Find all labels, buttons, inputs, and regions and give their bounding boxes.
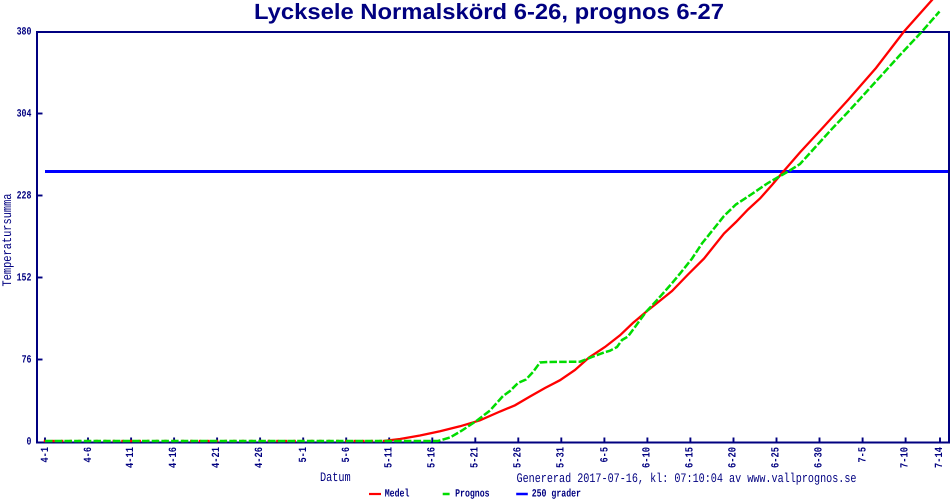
svg-text:304: 304	[17, 109, 32, 121]
svg-text:7-14: 7-14	[934, 447, 946, 468]
svg-text:6-25: 6-25	[771, 447, 783, 468]
svg-text:Medel: Medel	[385, 489, 410, 500]
svg-text:Temperatursumma: Temperatursumma	[0, 193, 15, 286]
svg-text:7-10: 7-10	[900, 447, 912, 468]
svg-text:152: 152	[17, 273, 32, 285]
svg-text:5-6: 5-6	[341, 447, 353, 463]
svg-text:228: 228	[17, 191, 32, 203]
svg-text:5-11: 5-11	[383, 447, 395, 468]
svg-text:6-15: 6-15	[685, 447, 697, 468]
svg-text:4-16: 4-16	[168, 447, 180, 468]
svg-text:5-26: 5-26	[512, 447, 524, 468]
svg-text:Genererad 2017-07-16, kl: 07:1: Genererad 2017-07-16, kl: 07:10:04 av ww…	[517, 471, 857, 486]
svg-text:250 grader: 250 grader	[532, 489, 581, 500]
svg-text:6-5: 6-5	[599, 447, 611, 463]
svg-text:5-21: 5-21	[469, 447, 481, 468]
svg-text:4-26: 4-26	[254, 447, 266, 468]
svg-text:Lycksele Normalskörd 6-26, pro: Lycksele Normalskörd 6-26, prognos 6-27	[254, 0, 724, 24]
svg-text:0: 0	[27, 437, 32, 449]
svg-text:5-1: 5-1	[298, 447, 310, 463]
svg-text:Datum: Datum	[320, 470, 351, 485]
svg-text:5-31: 5-31	[555, 447, 567, 468]
svg-text:4-1: 4-1	[40, 447, 52, 463]
svg-text:6-20: 6-20	[728, 447, 740, 468]
svg-text:380: 380	[17, 27, 32, 39]
svg-text:4-11: 4-11	[125, 447, 137, 468]
svg-text:5-16: 5-16	[426, 447, 438, 468]
svg-text:6-30: 6-30	[814, 447, 826, 468]
svg-text:76: 76	[22, 355, 32, 367]
svg-text:Prognos: Prognos	[455, 489, 490, 500]
svg-text:4-21: 4-21	[211, 447, 223, 468]
svg-text:6-10: 6-10	[642, 447, 654, 468]
svg-text:7-5: 7-5	[857, 447, 869, 463]
svg-text:4-6: 4-6	[83, 447, 95, 463]
